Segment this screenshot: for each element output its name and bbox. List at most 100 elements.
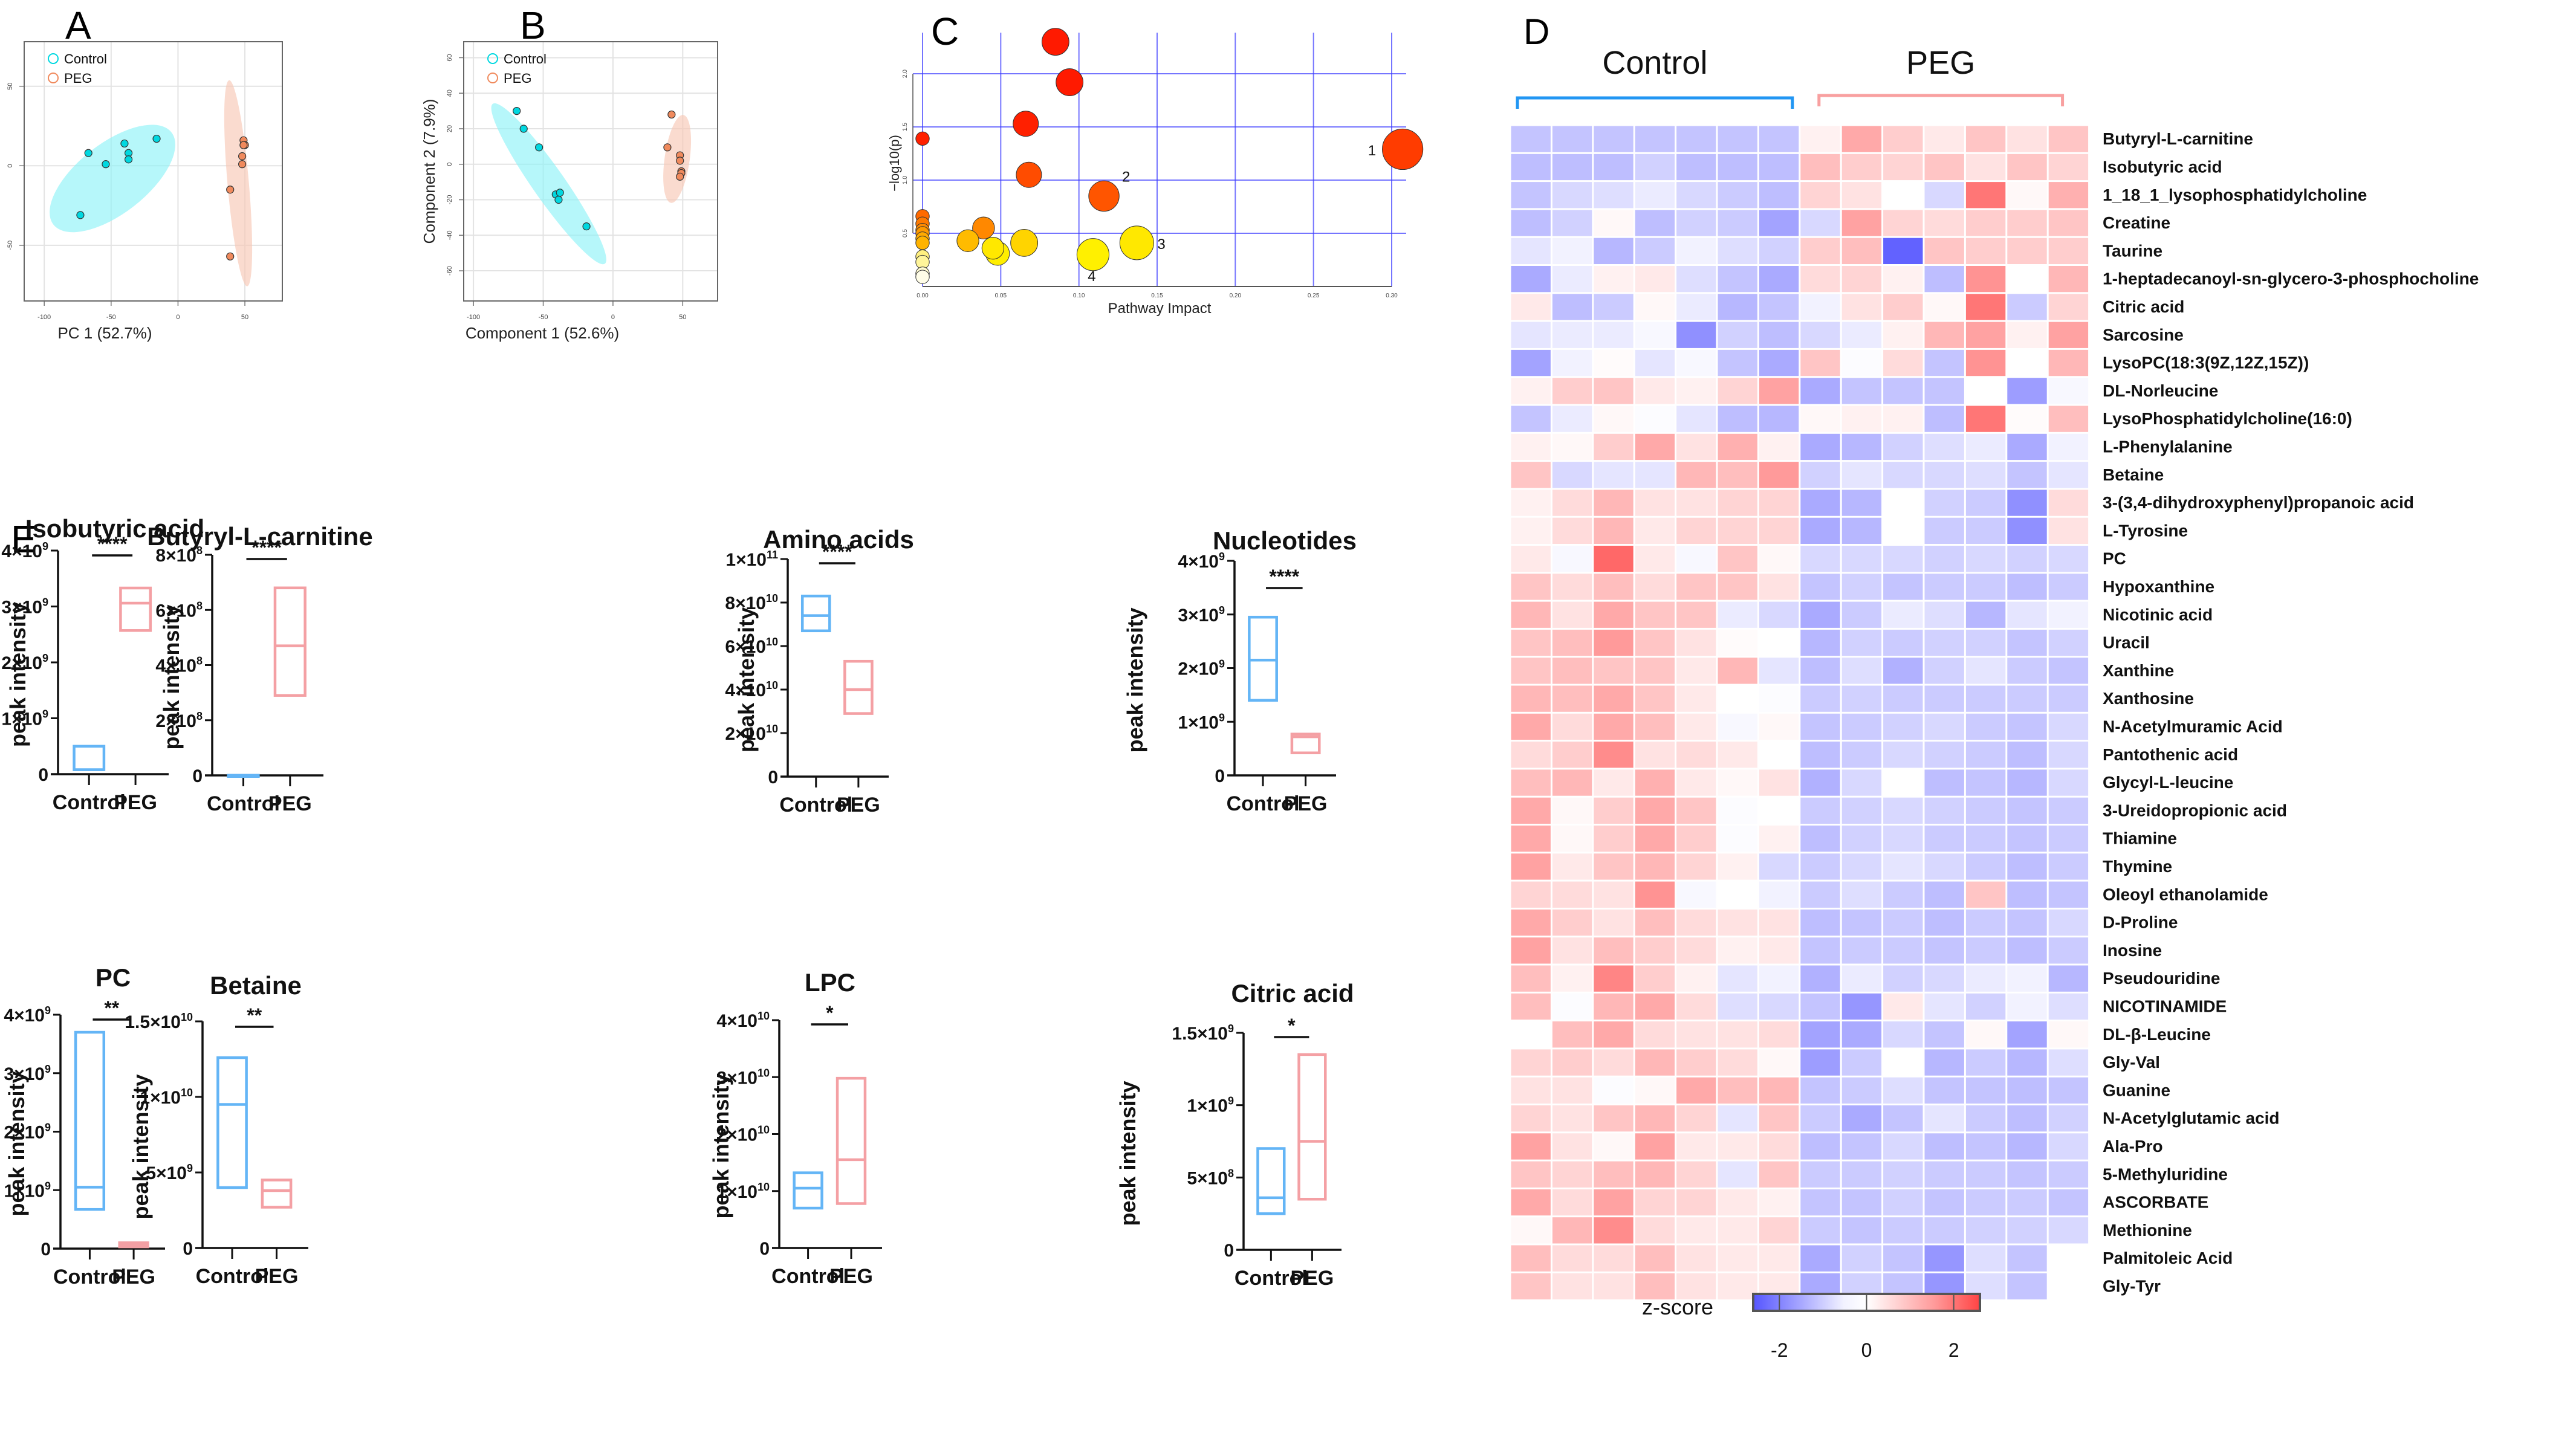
y-tick-label: 40 — [446, 89, 453, 97]
tick-mantissa: 0 — [1215, 766, 1225, 786]
heatmap-cell — [1676, 713, 1716, 740]
heatmap-cell — [1759, 182, 1799, 209]
heatmap-cell — [1594, 574, 1634, 600]
significance-stars: **** — [97, 533, 128, 555]
heatmap-cell — [1594, 294, 1634, 320]
heatmap-cell — [1841, 517, 1882, 544]
heatmap-cell — [1594, 462, 1634, 488]
heatmap-cell — [1924, 1217, 1964, 1244]
tick-mantissa: 4×10 — [1178, 552, 1219, 572]
heatmap-cell — [1552, 713, 1592, 740]
heatmap-cell — [1552, 210, 1592, 236]
heatmap-cell — [1841, 1189, 1882, 1216]
heatmap-cell — [1552, 154, 1592, 181]
y-tick-label: 1.0 — [902, 176, 909, 184]
y-tick-label: 4×108 — [155, 655, 203, 676]
heatmap-cell — [1718, 1021, 1757, 1048]
y-tick-label: 0 — [1215, 766, 1225, 786]
heatmap-cell — [1841, 406, 1882, 432]
heatmap-cell — [1552, 797, 1592, 824]
panel-title: Amino acids — [763, 525, 914, 554]
y-axis-label: peak intensity — [734, 607, 759, 752]
heatmap-cell — [1924, 154, 1964, 181]
heatmap-cell — [1924, 406, 1964, 432]
pathway-bubble — [1041, 28, 1069, 56]
heatmap-cell — [1883, 881, 1923, 908]
heatmap-cell — [1635, 154, 1675, 181]
heatmap-cell — [1924, 1105, 1964, 1132]
heatmap-cell — [1965, 1133, 2006, 1160]
heatmap-cell — [1883, 742, 1923, 768]
heatmap-cell — [1924, 294, 1964, 320]
heatmap-cell — [1511, 1217, 1551, 1244]
heatmap-cell — [1965, 349, 2006, 377]
heatmap-cell — [1924, 322, 1964, 348]
heatmap-cell — [2048, 1077, 2089, 1104]
heatmap-cell — [1635, 1021, 1675, 1048]
heatmap-cell — [1511, 742, 1551, 768]
x-tick-label-control: Control — [1227, 792, 1300, 815]
tick-mantissa: 0 — [759, 1239, 770, 1259]
heatmap-cell — [1511, 629, 1551, 656]
floating-box-peg — [1297, 1053, 1327, 1201]
plot-frame — [463, 41, 718, 302]
heatmap-cell — [1800, 406, 1840, 432]
heatmap-cell — [1511, 993, 1551, 1020]
heatmap-cell — [1883, 266, 1923, 293]
pathway-bubble — [915, 270, 930, 284]
x-tick-label: 0.10 — [1073, 293, 1085, 299]
heatmap-cell — [1924, 1049, 1964, 1076]
heatmap-cell — [1759, 546, 1799, 572]
heatmap-cell — [1924, 546, 1964, 572]
heatmap-cell — [1635, 601, 1675, 628]
x-tick-label: 50 — [241, 314, 248, 321]
tick-exponent: 9 — [42, 540, 48, 552]
heatmap-cell — [1511, 517, 1551, 544]
heatmap-cell — [1800, 266, 1840, 293]
heatmap-cell — [1841, 993, 1882, 1020]
heatmap-cell — [2048, 154, 2089, 181]
heatmap-cell — [1800, 349, 1840, 377]
heatmap-cell — [1676, 685, 1716, 712]
heatmap-cell — [1800, 210, 1840, 236]
heatmap-cell — [1841, 769, 1882, 796]
data-point-control — [582, 222, 591, 231]
y-tick-label: 2×109 — [1178, 658, 1225, 679]
heatmap-cell — [1635, 797, 1675, 824]
heatmap-cell — [2048, 574, 2089, 600]
heatmap-cell — [2048, 238, 2089, 264]
heatmap-cell — [1759, 1133, 1799, 1160]
heatmap-cell — [1841, 546, 1882, 572]
y-tick-label: 2.0 — [902, 70, 909, 78]
heatmap-cell — [1759, 490, 1799, 516]
panel-label-d: D — [1523, 11, 1550, 52]
heatmap-cell — [1635, 349, 1675, 377]
heatmap-cell — [1676, 1021, 1716, 1048]
y-tick-label: 4×109 — [1, 540, 48, 561]
heatmap-cell — [1552, 1161, 1592, 1188]
heatmap-cell — [1718, 378, 1757, 404]
x-tick-label: 0.25 — [1308, 293, 1320, 299]
heatmap-cell — [1676, 853, 1716, 880]
heatmap-cell — [1841, 601, 1882, 628]
heatmap-cell — [1552, 574, 1592, 600]
heatmap-cell — [1635, 238, 1675, 264]
tick-exponent: 9 — [1228, 1095, 1234, 1107]
heatmap-cell — [1676, 993, 1716, 1020]
heatmap-cell — [1511, 965, 1551, 992]
heatmap-row-label: 3-(3,4-dihydroxyphenyl)propanoic acid — [2103, 493, 2414, 512]
heatmap-cell — [2007, 1217, 2047, 1244]
heatmap-cell — [2048, 685, 2089, 712]
heatmap-cell — [1924, 797, 1964, 824]
heatmap-cell — [1511, 769, 1551, 796]
heatmap-cell — [1883, 349, 1923, 377]
heatmap-row-label: DL-Norleucine — [2103, 381, 2218, 400]
heatmap-cell — [2007, 1189, 2047, 1216]
heatmap-cell — [1552, 182, 1592, 209]
heatmap-cell — [1800, 826, 1840, 852]
heatmap-cell — [1635, 769, 1675, 796]
tick-exponent: 9 — [42, 708, 48, 720]
y-tick-label: 50 — [7, 83, 14, 90]
heatmap-row-label: Oleoyl ethanolamide — [2103, 885, 2268, 904]
heatmap-cell — [1718, 517, 1757, 544]
